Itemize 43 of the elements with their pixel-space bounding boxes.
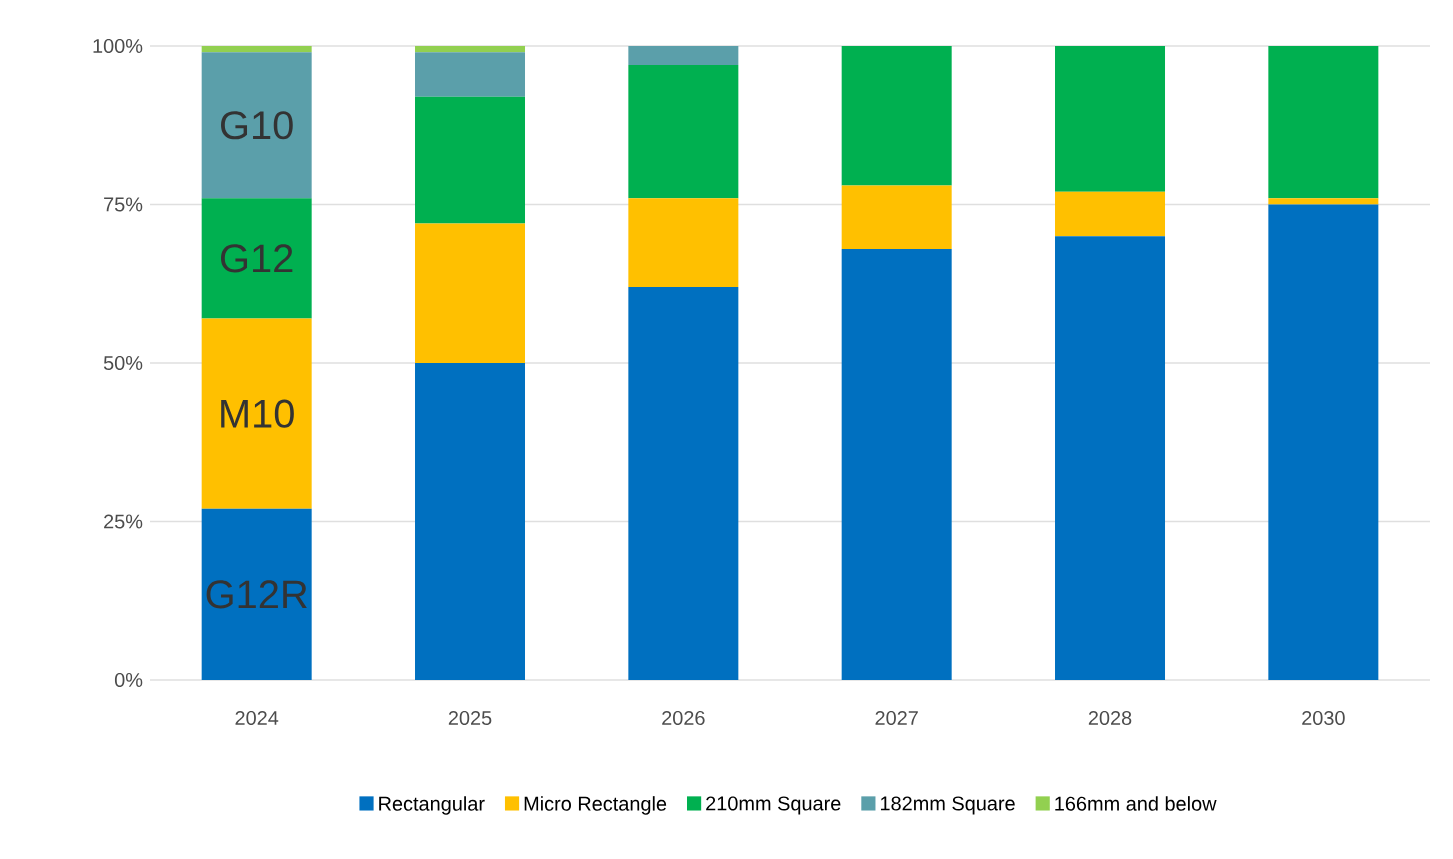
bar — [201, 45, 312, 53]
y-tick-label: 75% — [104, 197, 143, 212]
bar — [1055, 236, 1166, 680]
legend-label: 210mm Square — [706, 796, 841, 815]
legend-label: 166mm and below — [1055, 796, 1217, 811]
y-tick-label: 50% — [103, 355, 143, 371]
y-tick-label: 0% — [114, 672, 143, 688]
bar — [628, 198, 739, 287]
legend-label: Rectangular — [379, 796, 485, 815]
annotation: G12 — [221, 244, 293, 273]
bar — [201, 198, 312, 319]
x-tick-label: 2027 — [875, 710, 918, 726]
bar — [841, 45, 952, 186]
x-tick-label: 2025 — [448, 710, 492, 726]
x-tick-label: 2026 — [662, 710, 705, 726]
annotation: G12R — [206, 580, 307, 609]
bar — [841, 248, 952, 680]
bar — [1055, 191, 1166, 237]
x-tick-label: 2024 — [235, 710, 279, 726]
bar — [628, 45, 739, 66]
y-tick-label: 25% — [104, 514, 143, 529]
bar — [415, 45, 526, 53]
annotation: M10 — [221, 399, 294, 428]
bar — [201, 318, 312, 509]
bar — [1268, 198, 1379, 205]
bar — [628, 286, 739, 680]
bar — [415, 52, 526, 97]
bar — [1055, 45, 1166, 192]
x-tick-label: 2030 — [1302, 710, 1345, 726]
x-tick-label: 2028 — [1088, 710, 1132, 726]
bar — [1268, 204, 1379, 680]
y-tick-label: 100% — [93, 38, 143, 54]
bar — [841, 185, 952, 249]
bar — [628, 65, 739, 199]
bar — [1268, 45, 1379, 199]
bar — [415, 223, 526, 363]
bar — [415, 96, 526, 224]
bar — [201, 52, 312, 199]
bar — [201, 508, 312, 680]
annotation: G10 — [221, 111, 293, 140]
legend-label: 182mm Square — [881, 796, 1015, 815]
legend-label: Micro Rectangle — [524, 796, 667, 815]
bar — [415, 363, 526, 680]
